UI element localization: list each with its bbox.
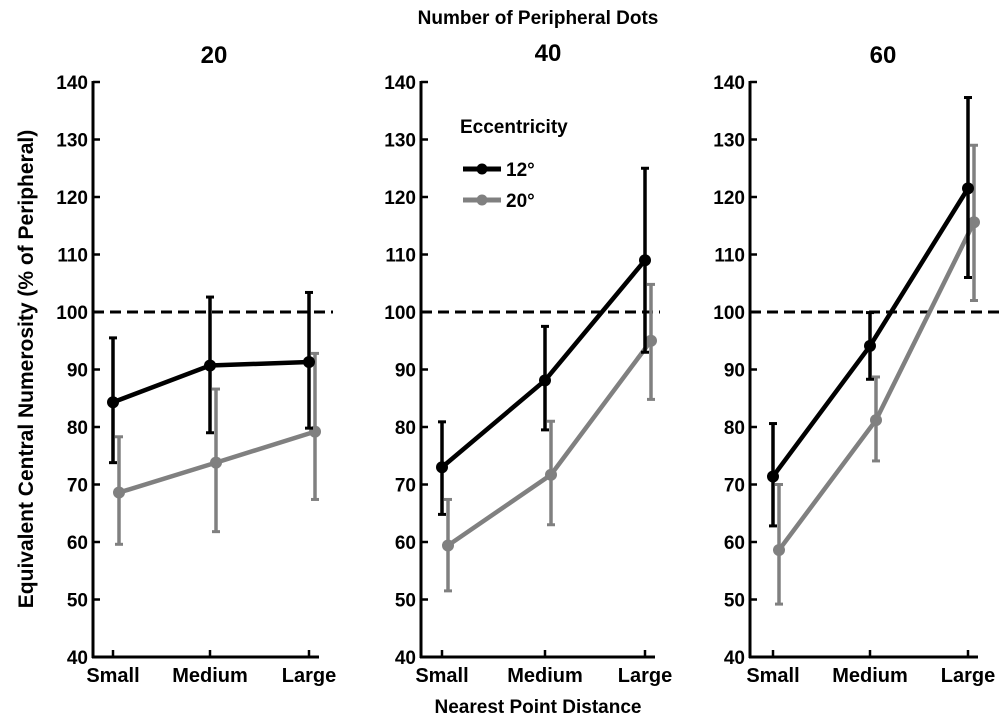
y-tick-label: 90 [67, 361, 88, 382]
y-tick-label: 70 [67, 476, 88, 497]
y-tick-label: 90 [395, 361, 416, 382]
y-tick-label: 40 [395, 648, 416, 669]
data-point [645, 334, 657, 347]
series-12 [436, 166, 651, 516]
y-tick-label: 100 [384, 303, 416, 324]
y-tick-label: 140 [713, 73, 745, 94]
y-tick-label: 110 [385, 246, 416, 267]
x-tick-label: Large [618, 665, 672, 687]
y-tick-label: 140 [56, 73, 88, 94]
y-tick-label: 110 [714, 246, 745, 267]
data-point [545, 468, 557, 481]
y-tick-label: 100 [56, 303, 88, 324]
y-tick-label: 70 [395, 476, 416, 497]
data-point [539, 374, 551, 387]
y-tick-label: 70 [724, 476, 745, 497]
panel-title: 60 [870, 42, 897, 69]
x-axis-label: Nearest Point Distance [435, 697, 642, 718]
panel-20: 20 40 50 60 70 80 90 100 110 120 130 140 Small Medium… [56, 42, 336, 687]
x-tick-label: Large [941, 665, 995, 687]
data-point [773, 544, 785, 557]
data-point [870, 414, 882, 427]
y-tick-label: 80 [724, 418, 745, 439]
y-tick-label: 80 [67, 418, 88, 439]
series-12 [767, 96, 974, 528]
x-tick-label: Medium [172, 665, 248, 687]
data-point [107, 396, 119, 409]
data-point [962, 182, 974, 195]
y-axis-label: Equivalent Central Numerosity (% of Peri… [15, 130, 38, 608]
legend-item-12: 12° [463, 160, 535, 181]
x-tick-label: Large [282, 665, 336, 687]
y-tick-label: 120 [56, 188, 88, 209]
legend-item-20: 20° [463, 191, 535, 212]
y-tick-label: 50 [724, 591, 745, 612]
panel-60: 60 40 50 60 70 80 90 100 110 120 130 140 Small Medium… [713, 42, 999, 687]
y-tick-label: 40 [724, 648, 745, 669]
data-point [113, 486, 125, 499]
data-point [767, 470, 779, 483]
y-tick-label: 110 [57, 246, 88, 267]
y-tick-label: 40 [67, 648, 88, 669]
data-point [210, 456, 222, 469]
y-tick-label: 100 [713, 303, 745, 324]
data-point [442, 539, 454, 552]
x-tick-label: Medium [507, 665, 583, 687]
y-tick-label: 140 [384, 73, 416, 94]
panel-title: 40 [535, 40, 562, 67]
data-point [303, 356, 315, 369]
y-tick-label: 120 [713, 188, 745, 209]
data-point [204, 359, 216, 372]
panel-40: 40 40 50 60 70 80 90 100 110 120 130 140 Small Medium… [384, 40, 672, 687]
x-tick-label: Small [746, 665, 799, 687]
y-tick-label: 130 [713, 131, 745, 152]
legend-label-12: 12° [506, 160, 535, 181]
y-tick-label: 60 [67, 533, 88, 554]
data-point [436, 461, 448, 474]
data-point [864, 339, 876, 352]
y-tick-label: 120 [384, 188, 416, 209]
y-tick-label: 60 [724, 533, 745, 554]
panel-title: 20 [201, 42, 228, 69]
series-12 [107, 290, 315, 465]
x-tick-label: Small [415, 665, 468, 687]
series-20 [442, 282, 657, 593]
y-tick-label: 90 [724, 361, 745, 382]
y-tick-label: 50 [395, 591, 416, 612]
y-tick-label: 60 [395, 533, 416, 554]
legend: Eccentricity 12° 20° [460, 117, 568, 212]
y-tick-label: 80 [395, 418, 416, 439]
series-20 [773, 143, 980, 606]
legend-label-20: 20° [506, 191, 535, 212]
top-label: Number of Peripheral Dots [418, 8, 659, 29]
legend-title: Eccentricity [460, 117, 568, 138]
series-20 [113, 351, 321, 546]
y-tick-label: 130 [384, 131, 416, 152]
y-tick-label: 50 [67, 591, 88, 612]
data-point [968, 216, 980, 229]
x-tick-label: Small [86, 665, 139, 687]
y-tick-label: 130 [56, 131, 88, 152]
data-point [639, 254, 651, 267]
x-tick-label: Medium [832, 665, 908, 687]
